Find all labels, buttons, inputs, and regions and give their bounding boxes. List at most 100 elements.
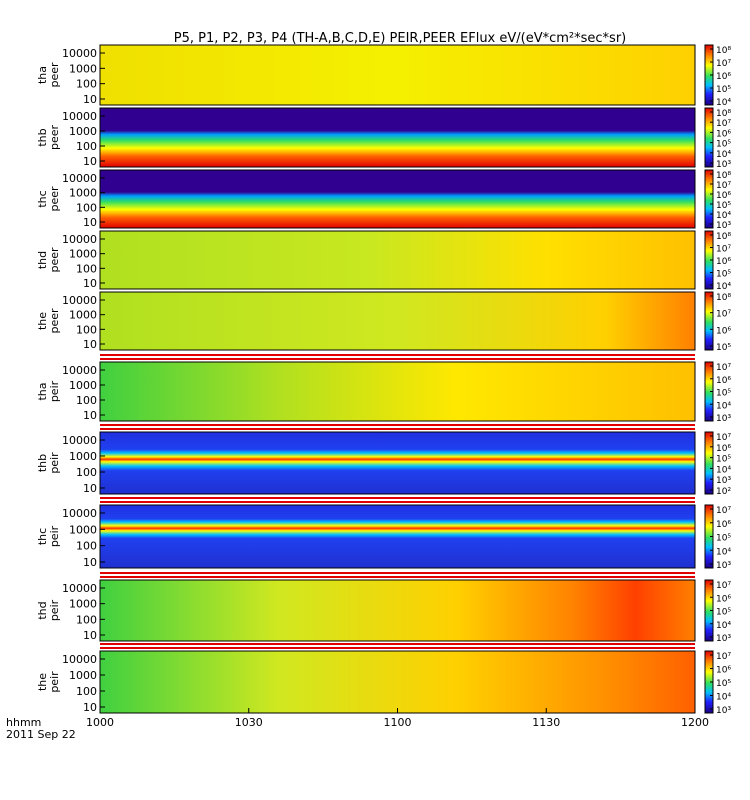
colorbar-tick-label: 10⁶ [716,326,731,336]
panel-ylabel: peer [48,62,61,88]
colorbar [704,107,714,168]
colorbar-tick-label: 10⁴ [716,547,731,557]
panel-frame [99,44,696,106]
colorbar-tick-label: 10⁵ [716,455,731,465]
y-tick-label: 100 [76,613,97,626]
y-tick-label: 1000 [69,187,97,200]
panel-ylabel: peir [48,380,61,402]
y-tick-label: 100 [76,201,97,214]
panel-ylabel: peir [48,525,61,547]
colorbar-tick-label: 10⁷ [716,119,731,129]
panel-frame [99,169,696,229]
y-tick-label: 1000 [69,62,97,75]
x-tick-label: 1200 [681,716,709,729]
x-axis-label: hhmm [6,716,41,729]
panel-ylabel: tha [36,382,49,400]
y-tick-label: 10000 [62,172,97,185]
panel-ylabel: peer [48,186,61,212]
y-tick-label: 10000 [62,582,97,595]
y-tick-label: 10000 [62,364,97,377]
panel-8: 10000 1000 100 10 thd peir 10⁷ 10⁶ 10⁵ 10⁴ 10³ [36,572,731,644]
panel-ylabel: the [36,673,49,691]
colorbar-tick-label: 10⁷ [716,181,731,191]
y-tick-label: 10 [83,556,97,569]
colorbar-tick-label: 10⁷ [716,245,731,255]
colorbar-tick-label: 10⁶ [716,129,731,139]
colorbar-tick-label: 10³ [716,221,731,231]
colorbar-tick-label: 10⁴ [716,401,731,411]
panel-ylabel: thb [36,128,49,146]
colorbar-tick-label: 10⁷ [716,310,731,320]
y-tick-label: 10000 [62,294,97,307]
y-tick-label: 10 [83,216,97,229]
spectrogram-image [100,362,695,421]
panel-frame [99,107,696,168]
spectrogram-image [100,432,695,494]
colorbar-tick-label: 10⁴ [716,621,731,631]
panel-ylabel: peer [48,308,61,334]
colorbar-tick-label: 10⁴ [716,211,731,221]
y-tick-label: 100 [76,262,97,275]
y-tick-label: 10000 [62,507,97,520]
panel-7: 10000 1000 100 10 thc peir 10⁷ 10⁶ 10⁵ 10⁴ 10³ [36,497,731,571]
colorbar-tick-label: 10⁵ [716,201,731,211]
colorbar-tick-label: 10⁶ [716,520,731,530]
colorbar-tick-label: 10² [716,487,731,497]
colorbar-tick-label: 10⁵ [716,140,731,150]
panel-frame [99,431,696,495]
colorbar [704,291,714,351]
panel-0: 10000 1000 100 10 tha peer 10⁸ 10⁷ 10⁶ 10⁵ 10⁴ [36,44,731,108]
panel-ylabel: thc [36,190,49,207]
colorbar-tick-label: 10⁵ [716,389,731,399]
colorbar-tick-label: 10⁶ [716,191,731,201]
y-tick-label: 10 [83,701,97,714]
colorbar-tick-label: 10³ [716,160,731,170]
panel-frame [99,230,696,290]
y-tick-label: 10000 [62,653,97,666]
panel-ylabel: thc [36,528,49,545]
y-tick-label: 10000 [62,110,97,123]
colorbar-tick-label: 10⁵ [716,85,731,95]
y-tick-label: 1000 [69,309,97,322]
colorbar-tick-label: 10³ [716,476,731,486]
x-tick-labels: 1000 1030 1100 1130 1200 [86,708,709,729]
colorbar-tick-label: 10³ [716,706,731,716]
colorbar-tick-label: 10⁵ [716,270,731,280]
fill-strip-gap [100,499,695,501]
colorbar-tick-label: 10⁵ [716,343,731,353]
panel-ylabel: peir [48,599,61,621]
colorbar-tick-label: 10⁵ [716,608,731,618]
y-tick-label: 10 [83,93,97,106]
panel-ylabel: peer [48,125,61,151]
colorbar-tick-label: 10⁵ [716,534,731,544]
y-tick-label: 10000 [62,434,97,447]
y-tick-label: 10 [83,277,97,290]
colorbar-tick-label: 10⁴ [716,465,731,475]
y-tick-label: 100 [76,78,97,91]
y-tick-label: 100 [76,466,97,479]
colorbar-tick-label: 10⁸ [716,171,731,181]
spectrogram-image [100,580,695,641]
colorbar-tick-label: 10⁶ [716,376,731,386]
colorbar-tick-label: 10⁶ [716,257,731,267]
colorbar-tick-label: 10⁷ [716,652,731,662]
y-tick-label: 1000 [69,125,97,138]
spectrogram-image [100,108,695,167]
panel-ylabel: tha [36,66,49,84]
spectrogram-image [100,45,695,105]
colorbar-tick-label: 10⁴ [716,150,731,160]
y-tick-label: 1000 [69,248,97,261]
panel-frame [99,579,696,642]
panel-ylabel: thb [36,454,49,472]
y-tick-label: 100 [76,323,97,336]
colorbar-tick-label: 10⁴ [716,693,731,703]
colorbar-tick-label: 10⁴ [716,98,731,108]
y-tick-label: 10000 [62,233,97,246]
colorbar-tick-label: 10⁷ [716,363,731,373]
colorbar-tick-label: 10³ [716,634,731,644]
y-tick-label: 1000 [69,523,97,536]
spectrogram-image [100,170,695,228]
spectrogram-image [100,505,695,568]
panel-ylabel: thd [36,601,49,619]
